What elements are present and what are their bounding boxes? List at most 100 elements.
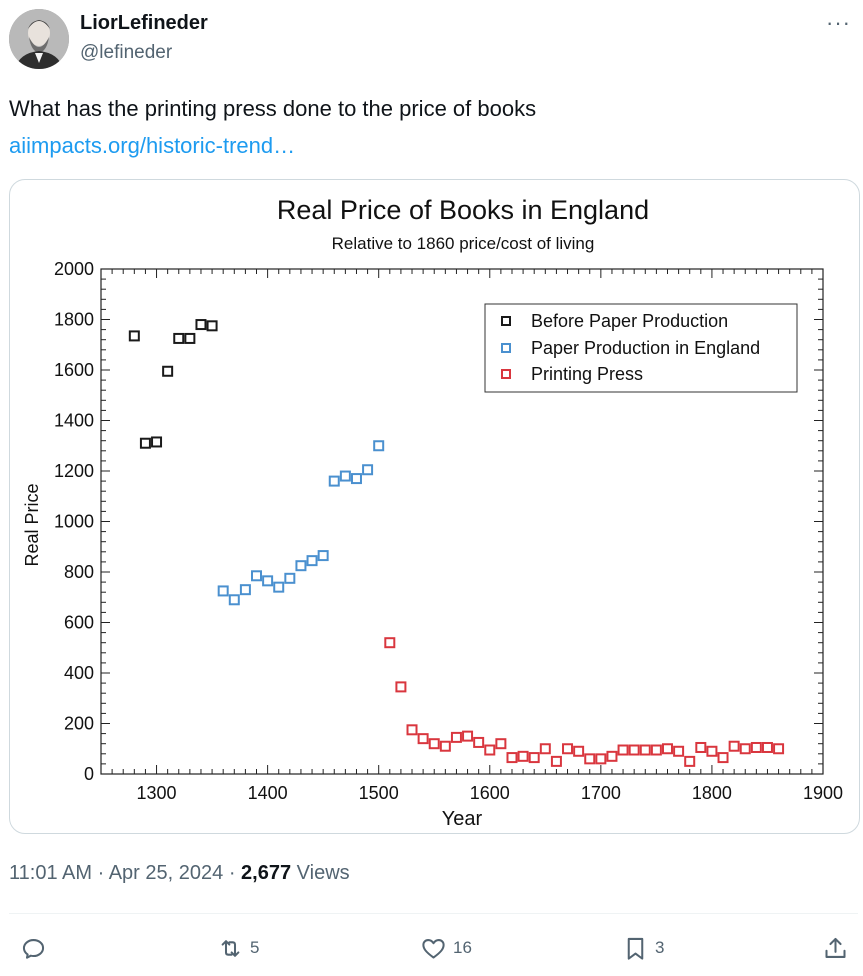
like-button[interactable]: 16 <box>420 932 472 964</box>
y-tick-label: 2000 <box>54 259 94 279</box>
point-printing-press <box>717 752 729 764</box>
point-printing-press <box>673 745 685 757</box>
point-before-paper <box>195 319 207 331</box>
legend-label-paper-production: Paper Production in England <box>531 338 760 358</box>
x-tick-label: 1600 <box>470 783 510 803</box>
x-tick-label: 1800 <box>692 783 732 803</box>
point-before-paper <box>184 332 196 344</box>
views-count: 2,677 <box>241 862 292 884</box>
point-printing-press <box>562 743 574 755</box>
point-printing-press <box>617 744 629 756</box>
point-paper-production <box>251 570 263 582</box>
legend-marker-paper-production <box>501 343 511 353</box>
point-printing-press <box>706 745 718 757</box>
point-printing-press <box>573 745 585 757</box>
y-tick-label: 1000 <box>54 512 94 532</box>
x-tick-label: 1400 <box>248 783 288 803</box>
point-before-paper <box>151 436 163 448</box>
tweet-link[interactable]: aiimpacts.org/historic-trend… <box>9 133 296 158</box>
point-before-paper <box>139 437 151 449</box>
point-printing-press <box>550 755 562 767</box>
media-image[interactable]: 1300 1400 1500 1600 1700 1800 1900 0 200 400 600 80… <box>9 179 860 834</box>
x-tick-label: 1500 <box>359 783 399 803</box>
point-printing-press <box>473 736 485 748</box>
legend: Before Paper Production Paper Production… <box>484 303 798 393</box>
tick-labels: 1300 1400 1500 1600 1700 1800 1900 0 200 400 600 80… <box>54 259 843 803</box>
point-paper-production <box>239 584 251 596</box>
legend-box <box>484 303 798 393</box>
legend-marker-before-paper <box>501 316 511 326</box>
point-printing-press <box>406 724 418 736</box>
point-paper-production <box>284 572 296 584</box>
chart-subtitle: Relative to 1860 price/cost of living <box>332 234 595 253</box>
y-axis-label: Real Price <box>22 483 42 566</box>
point-printing-press <box>495 738 507 750</box>
reply-button[interactable] <box>20 932 53 964</box>
point-printing-press <box>450 731 462 743</box>
y-tick-label: 1200 <box>54 461 94 481</box>
point-printing-press <box>428 738 440 750</box>
avatar[interactable] <box>9 9 69 69</box>
point-paper-production <box>306 555 318 567</box>
point-paper-production <box>217 585 229 597</box>
share-icon <box>825 937 846 958</box>
repost-button[interactable]: 5 <box>217 932 259 964</box>
point-paper-production <box>317 550 329 562</box>
y-tick-label: 0 <box>84 764 94 784</box>
point-printing-press <box>650 744 662 756</box>
bookmark-icon <box>627 937 644 960</box>
point-printing-press <box>439 740 451 752</box>
point-printing-press <box>462 730 474 742</box>
point-printing-press <box>728 740 740 752</box>
point-printing-press <box>695 741 707 753</box>
y-tick-label: 1600 <box>54 360 94 380</box>
point-paper-production <box>273 581 285 593</box>
legend-marker-printing-press <box>501 369 511 379</box>
point-paper-production <box>328 475 340 487</box>
point-paper-production <box>350 473 362 485</box>
tweet-time[interactable]: 11:01 AM <box>9 862 93 884</box>
legend-label-before-paper: Before Paper Production <box>531 311 728 331</box>
tweet-date[interactable]: Apr 25, 2024 <box>108 862 224 884</box>
data-points <box>128 319 785 767</box>
price-chart: 1300 1400 1500 1600 1700 1800 1900 0 200 400 600 80… <box>22 195 843 830</box>
point-printing-press <box>639 744 651 756</box>
user-handle[interactable]: @lefineder <box>80 42 173 63</box>
heart-icon <box>422 938 445 959</box>
point-before-paper <box>173 332 185 344</box>
display-name[interactable]: LiorLefineder <box>80 12 208 34</box>
bookmark-button[interactable]: 3 <box>622 932 664 964</box>
y-tick-label: 1800 <box>54 310 94 330</box>
point-printing-press <box>384 637 396 649</box>
y-tick-label: 800 <box>64 562 94 582</box>
meta-separator: · <box>228 862 236 884</box>
repost-icon <box>221 939 240 957</box>
more-options-icon[interactable]: ··· <box>826 10 851 35</box>
bookmark-count: 3 <box>655 938 665 957</box>
point-before-paper <box>162 365 174 377</box>
point-paper-production <box>295 560 307 572</box>
point-printing-press <box>739 743 751 755</box>
legend-label-printing-press: Printing Press <box>531 364 643 384</box>
share-button[interactable] <box>822 932 849 964</box>
point-printing-press <box>539 743 551 755</box>
reply-icon <box>22 938 45 959</box>
point-before-paper <box>128 330 140 342</box>
divider <box>9 913 858 914</box>
axis-ticks <box>100 268 824 775</box>
point-paper-production <box>362 464 374 476</box>
point-printing-press <box>506 752 518 764</box>
point-paper-production <box>373 440 385 452</box>
y-tick-label: 200 <box>64 714 94 734</box>
y-tick-label: 1400 <box>54 411 94 431</box>
point-printing-press <box>606 750 618 762</box>
x-axis-label: Year <box>442 808 483 830</box>
chart-title: Real Price of Books in England <box>277 195 649 225</box>
point-printing-press <box>773 743 785 755</box>
point-printing-press <box>584 753 596 765</box>
views-label: Views <box>296 862 350 884</box>
point-printing-press <box>661 743 673 755</box>
point-printing-press <box>761 741 773 753</box>
point-printing-press <box>528 752 540 764</box>
point-printing-press <box>628 744 640 756</box>
